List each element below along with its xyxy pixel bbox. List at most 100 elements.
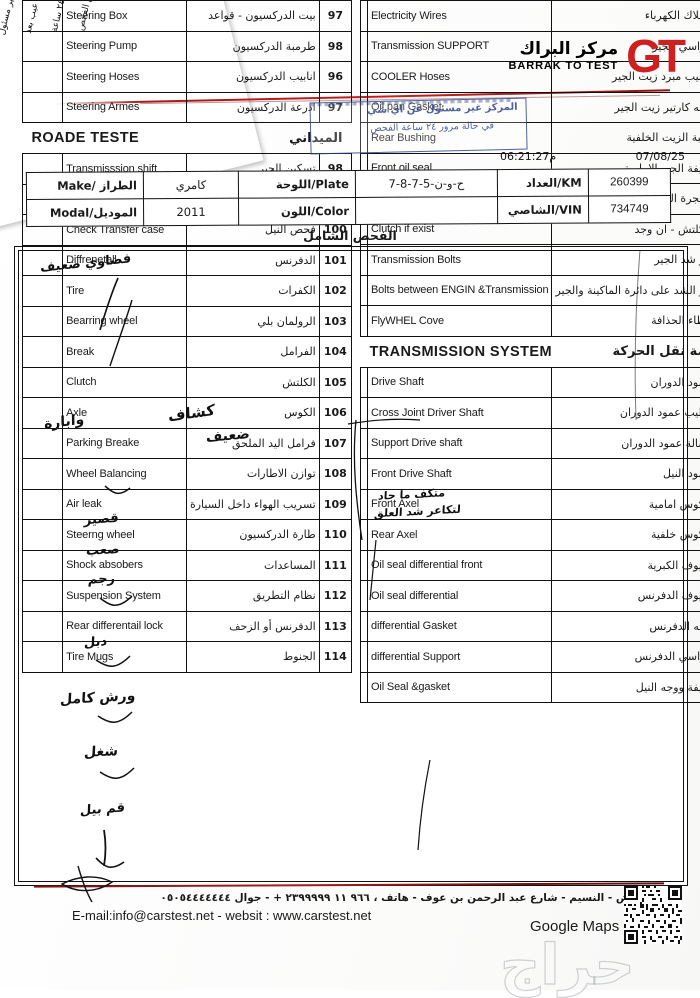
row-mark-cell[interactable] <box>23 276 63 307</box>
row-label-en: Steering Armes <box>63 92 187 123</box>
row-label-ar: المساعدات <box>186 550 319 581</box>
row-mark-cell[interactable] <box>23 337 63 368</box>
row-mark-cell[interactable] <box>23 1 63 32</box>
row-label-ar: سيفة ووجه النيل <box>552 672 700 703</box>
row-mark-cell[interactable] <box>23 459 63 490</box>
color-value <box>355 197 497 225</box>
row-mark-cell[interactable] <box>361 611 368 642</box>
row-mark-cell[interactable] <box>23 367 63 398</box>
table-row[interactable]: Front Drive Shaftعمود النيل49 <box>361 459 700 490</box>
table-row[interactable]: Rear Axelعكوس خلفية51 <box>361 520 700 551</box>
qr-code-icon[interactable] <box>624 886 682 944</box>
google-maps-label[interactable]: Google Maps <box>530 918 619 935</box>
row-mark-cell[interactable] <box>23 611 63 642</box>
table-row[interactable]: differential Supportكراسي الدفرنس55 <box>361 642 700 673</box>
row-label-ar: اذرعة الدركسيون <box>186 92 319 123</box>
table-row[interactable]: Cross Joint Driver Shaftصليب عمود الدورا… <box>361 398 700 429</box>
rubber-stamp: المركز غير مسئول عن اي شي في حالة مرور ٢… <box>309 98 527 155</box>
row-label-ar: عكوس خلفية <box>552 520 700 551</box>
row-mark-cell[interactable] <box>23 398 63 429</box>
row-label-en: differential Gasket <box>368 611 552 642</box>
row-label-ar: اسلاك الكهرباء <box>552 1 700 32</box>
row-label-ar: الرولمان بلي <box>186 306 319 337</box>
row-mark-cell[interactable] <box>361 275 368 306</box>
logo-arabic-name: مركز البراك <box>509 41 619 59</box>
row-label-ar: صليب عمود الدوران <box>552 398 700 429</box>
company-logo: مركز البراك BARRAK TO TEST GT <box>509 38 682 75</box>
km-label: KM/العداد <box>497 169 588 197</box>
row-mark-cell[interactable] <box>361 62 368 93</box>
row-mark-cell[interactable] <box>361 1 368 32</box>
row-mark-cell[interactable] <box>23 31 63 62</box>
row-mark-cell[interactable] <box>361 398 368 429</box>
stamp-line-2: في حالة مرور ٢٤ ساعة الفحص <box>370 120 494 134</box>
row-number: 98 <box>319 31 351 62</box>
row-mark-cell[interactable] <box>361 581 368 612</box>
row-label-en: Drive Shaft <box>368 367 552 398</box>
row-mark-cell[interactable] <box>23 550 63 581</box>
row-label-en: FlyWHEL Cove <box>368 306 552 337</box>
row-mark-cell[interactable] <box>23 642 63 673</box>
row-label-ar: غطاء الحذافة <box>552 306 700 337</box>
row-mark-cell[interactable] <box>361 459 368 490</box>
timestamp-row: 06:21:27م 07/08/25 <box>500 150 685 163</box>
table-row[interactable]: Oil seal differentialسيوف الدفرنس53 <box>361 581 700 612</box>
table-row[interactable]: Drive Shaftعمود الدوران46 <box>361 367 700 398</box>
row-mark-cell[interactable] <box>23 62 63 93</box>
row-number: 108 <box>319 459 351 490</box>
row-label-en: differential Support <box>368 642 552 673</box>
row-number: 109 <box>319 489 351 520</box>
row-mark-cell[interactable] <box>361 245 368 276</box>
row-mark-cell[interactable] <box>23 245 63 276</box>
row-mark-cell[interactable] <box>23 581 63 612</box>
row-mark-cell[interactable] <box>361 306 368 337</box>
row-mark-cell[interactable] <box>361 520 368 551</box>
row-mark-cell[interactable] <box>23 428 63 459</box>
row-label-en: Support Drive shaft <box>368 428 552 459</box>
row-mark-cell[interactable] <box>23 520 63 551</box>
table-row[interactable]: Electricity Wiresاسلاك الكهرباء36 <box>361 1 700 32</box>
row-mark-cell[interactable] <box>23 489 63 520</box>
table-row[interactable]: FlyWHEL Coveغطاء الحذافة45 <box>361 306 700 337</box>
row-mark-cell[interactable] <box>361 489 368 520</box>
table-row[interactable]: Transmission Boltsاثر شد الجير44 <box>361 245 700 276</box>
row-mark-cell[interactable] <box>361 428 368 459</box>
row-mark-cell[interactable] <box>361 642 368 673</box>
table-row[interactable]: differential Gasketوجه الدفرنس54 <box>361 611 700 642</box>
row-mark-cell[interactable] <box>361 672 368 703</box>
row-mark-cell[interactable] <box>23 92 63 123</box>
table-row[interactable]: Front Axelعكوس امامية50 <box>361 489 700 520</box>
table-row[interactable]: Oil Seal &gasketسيفة ووجه النيل56 <box>361 672 700 703</box>
row-label-ar: تسريب الهواء داخل السيارة <box>186 489 319 520</box>
row-mark-cell[interactable] <box>361 367 368 398</box>
row-label-ar: سيوف الدفرنس <box>552 581 700 612</box>
table-row[interactable]: Support Drive shaftحمالة عمود الدوران48 <box>361 428 700 459</box>
row-mark-cell[interactable] <box>23 306 63 337</box>
row-mark-cell[interactable] <box>361 31 368 62</box>
footer-address: الرياض - النسيم - شارع عبد الرحمن بن عوف… <box>160 892 652 904</box>
row-label-en: Oil Seal &gasket <box>368 672 552 703</box>
row-label-en: Parking Breake <box>63 428 187 459</box>
row-label-ar: وجه الدفرنس <box>552 611 700 642</box>
row-mark-cell[interactable] <box>361 550 368 581</box>
table-row[interactable]: Oil seal differential frontسيوف الكبرية5… <box>361 550 700 581</box>
